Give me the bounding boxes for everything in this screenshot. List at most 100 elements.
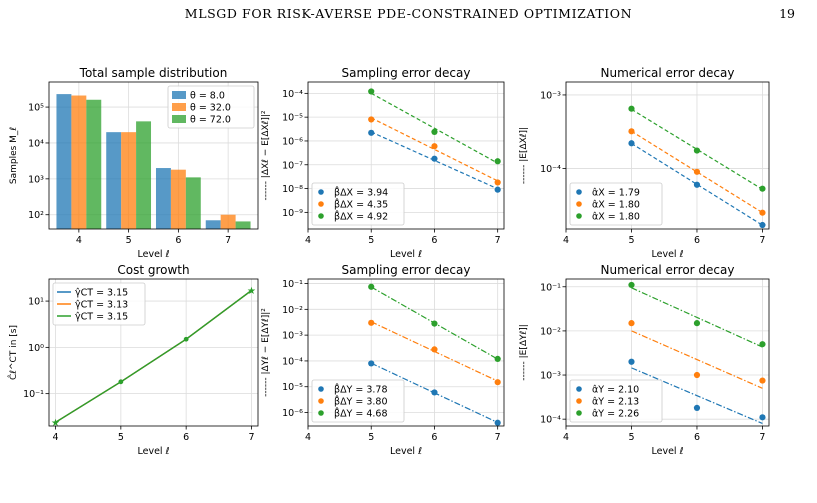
data-point	[118, 379, 124, 385]
x-tick-label: 7	[248, 432, 254, 443]
data-point	[759, 414, 766, 421]
legend-label: θ = 8.0	[190, 91, 225, 102]
data-point	[368, 88, 375, 95]
legend-label: γ̂CT = 3.13	[75, 300, 128, 311]
chart-title: Sampling error decay	[342, 263, 471, 277]
legend: γ̂CT = 3.15γ̂CT = 3.13γ̂CT = 3.15	[52, 282, 146, 326]
x-tick-label: 7	[225, 235, 231, 246]
x-tick-label: 7	[759, 432, 765, 443]
legend-label: γ̂CT = 3.15	[75, 312, 128, 323]
chart-title: Numerical error decay	[601, 66, 735, 80]
data-point	[431, 389, 438, 396]
data-point	[759, 185, 766, 192]
x-tick-label: 7	[495, 235, 501, 246]
x-axis-label: Level ℓ	[137, 446, 169, 457]
y-axis-label: ------ |ΔYℓ − E[ΔYℓ]|²	[261, 308, 271, 397]
y-axis-label: Samples M_ℓ	[9, 127, 19, 184]
data-point	[628, 358, 635, 365]
axes-frame	[565, 278, 770, 427]
marker-star: ★	[51, 418, 60, 429]
page-header: MLSGD FOR RISK-AVERSE PDE-CONSTRAINED OP…	[0, 6, 817, 26]
data-point	[628, 105, 635, 112]
legend-box	[52, 282, 146, 326]
x-tick-label: 6	[694, 432, 700, 443]
y-tick-label: 10⁻⁴	[540, 415, 561, 426]
data-point	[431, 128, 438, 136]
y-tick-label: 10⁻⁴	[282, 89, 303, 100]
legend-label: β̂ΔX = 4.35	[334, 198, 388, 211]
data-point	[368, 116, 375, 123]
axes-frame	[307, 81, 505, 230]
y-tick-label: 10⁻⁹	[282, 208, 303, 219]
x-tick-label: 4	[305, 432, 311, 443]
legend-label: β̂ΔX = 4.92	[334, 210, 388, 223]
x-tick-label: 6	[694, 235, 700, 246]
trend-line	[370, 131, 498, 190]
chart-title: Total sample distribution	[79, 66, 228, 80]
data-point	[759, 341, 766, 348]
y-tick-label: 10⁻¹	[282, 279, 303, 290]
legend-label: α̂Y = 2.13	[592, 397, 639, 408]
data-point	[494, 419, 501, 426]
y-tick-label: 10⁻⁵	[282, 113, 303, 124]
data-point	[431, 143, 438, 150]
legend-label: β̂ΔY = 3.80	[334, 395, 388, 408]
legend: α̂X = 1.79α̂X = 1.80α̂X = 1.80	[569, 182, 663, 226]
x-tick-label: 6	[431, 235, 437, 246]
x-tick-label: 7	[759, 235, 765, 246]
legend-box	[311, 182, 405, 226]
trend-line	[370, 92, 498, 164]
x-tick-label: 5	[628, 235, 634, 246]
legend-swatch	[318, 189, 324, 195]
chart-sampling-y: 4 5 6 7 10⁻⁶ 10⁻⁵ 10⁻⁴ 10⁻³ 10⁻² 10⁻¹ Sampling err…	[261, 263, 505, 457]
data-point	[368, 283, 375, 290]
bar	[235, 221, 251, 229]
legend-label: θ = 32.0	[190, 103, 231, 114]
bar	[185, 177, 201, 229]
legend-label: β̂ΔY = 4.68	[334, 407, 388, 420]
x-tick-label: 7	[495, 432, 501, 443]
legend: α̂Y = 2.10α̂Y = 2.13α̂Y = 2.26	[569, 379, 663, 423]
data-point	[693, 168, 701, 175]
y-axis-label: ------ |E[ΔYℓ]|	[519, 324, 529, 381]
y-tick-label: 10³	[28, 174, 44, 185]
axes-frame	[307, 278, 505, 427]
chart-sampling-x: 4 5 6 7 10⁻⁹ 10⁻⁸ 10⁻⁷ 10⁻⁶ 10⁻⁵ 10⁻⁴ Sampling err…	[261, 66, 505, 260]
x-tick-label: 5	[628, 432, 634, 443]
y-tick-label: 10⁻⁸	[282, 184, 303, 195]
y-axis-label: ------ |E[ΔXℓ]|	[519, 127, 529, 184]
bar	[170, 169, 186, 229]
bar	[56, 94, 72, 229]
y-tick-label: 10⁻⁴	[540, 164, 561, 175]
legend-swatch	[576, 201, 582, 207]
data-point	[494, 179, 501, 186]
legend-swatch	[172, 115, 186, 123]
data-point	[693, 320, 701, 327]
x-tick-label: 6	[183, 432, 189, 443]
trend-line	[370, 117, 498, 182]
data-point	[494, 158, 501, 165]
legend-label: β̂ΔY = 3.78	[334, 383, 388, 396]
y-tick-label: 10⁻³	[282, 331, 303, 342]
legend-swatch	[318, 386, 324, 392]
legend-swatch	[576, 189, 582, 195]
x-tick-label: 6	[175, 235, 181, 246]
legend: β̂ΔY = 3.78β̂ΔY = 3.80β̂ΔY = 4.68	[311, 379, 405, 423]
x-axis-label: Level ℓ	[651, 446, 683, 457]
legend-swatch	[318, 398, 324, 404]
chart-title: Numerical error decay	[601, 263, 735, 277]
data-point	[431, 346, 438, 353]
y-tick-label: 10⁻²	[282, 305, 303, 316]
bar	[71, 95, 87, 229]
legend-label: α̂X = 1.80	[592, 212, 640, 223]
x-tick-label: 5	[368, 432, 374, 443]
legend-label: α̂X = 1.79	[592, 188, 640, 199]
legend-label: α̂Y = 2.10	[592, 385, 639, 396]
y-tick-label: 10⁻⁴	[282, 356, 303, 367]
x-tick-label: 4	[76, 235, 82, 246]
y-tick-label: 10⁻⁶	[282, 136, 303, 147]
y-tick-label: 10⁵	[28, 103, 44, 114]
data-point	[431, 155, 438, 162]
data-point	[693, 404, 701, 411]
